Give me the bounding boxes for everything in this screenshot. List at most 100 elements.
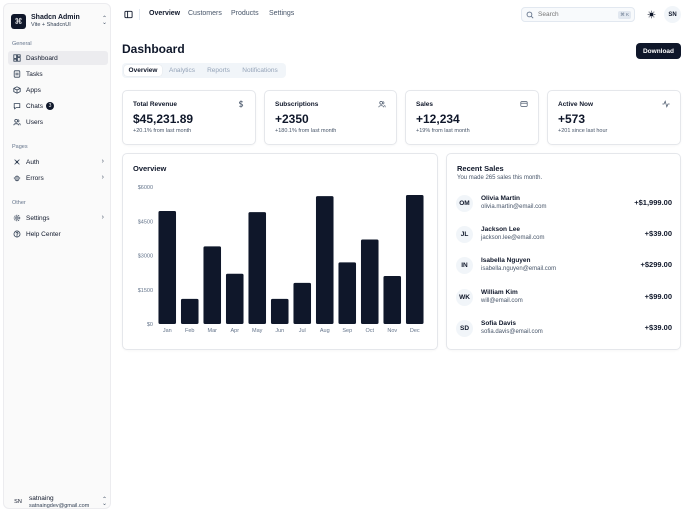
- chart-bar-jun[interactable]: [270, 298, 289, 324]
- help-circle-icon: [13, 230, 21, 238]
- sidebar-item-chats[interactable]: Chats 3: [8, 99, 108, 113]
- stat-value: $45,231.89: [133, 112, 194, 126]
- list-item: WK William Kim will@email.com +$99.00: [456, 287, 672, 307]
- list-todo-icon: [13, 70, 21, 78]
- chevrons-up-down-icon: ⌃ ⌄: [101, 497, 107, 507]
- sidebar-item-help[interactable]: Help Center: [8, 227, 108, 241]
- nav-overview[interactable]: Overview: [149, 10, 181, 17]
- team-switcher[interactable]: ⌘ Shadcn Admin Vite + ShadcnUI ⌃ ⌄: [11, 11, 107, 31]
- chevron-right-icon: ›: [101, 174, 104, 181]
- avatar: OM: [456, 195, 473, 212]
- list-item: SD Sofia Davis sofia.davis@email.com +$3…: [456, 318, 672, 338]
- avatar: JL: [456, 226, 473, 243]
- search-icon: [526, 11, 534, 19]
- user-menu[interactable]: SN satnaing satnaingdev@gmail.com ⌃ ⌄: [11, 492, 107, 512]
- tab-overview[interactable]: Overview: [124, 65, 162, 76]
- y-tick-label: $6000: [138, 185, 153, 191]
- stat-card-subscriptions: Subscriptions +2350 +180.1% from last mo…: [264, 90, 397, 145]
- tab-analytics[interactable]: Analytics: [168, 67, 195, 74]
- nav-customers[interactable]: Customers: [188, 10, 222, 17]
- sidebar-toggle-icon[interactable]: [124, 10, 133, 19]
- recent-sales-subtitle: You made 265 sales this month.: [457, 175, 543, 181]
- sidebar-item-label: Errors: [26, 174, 44, 182]
- stat-change: +180.1% from last month: [275, 128, 337, 134]
- nav-settings[interactable]: Settings: [269, 10, 295, 17]
- sidebar-item-label: Auth: [26, 158, 40, 166]
- sidebar-item-label: Chats: [26, 102, 43, 110]
- x-tick-label: May: [252, 328, 263, 334]
- x-tick-label: Jun: [275, 328, 284, 334]
- user-name: satnaing: [29, 494, 54, 502]
- y-tick-label: $4500: [138, 219, 153, 225]
- sidebar-item-apps[interactable]: Apps: [8, 83, 108, 97]
- sale-email: isabella.nguyen@email.com: [481, 266, 557, 272]
- package-icon: [13, 86, 21, 94]
- chart-bar-jul[interactable]: [293, 282, 312, 324]
- chart-bar-nov[interactable]: [383, 276, 402, 324]
- shield-check-icon: [13, 158, 21, 166]
- y-tick-label: $3000: [138, 254, 153, 260]
- sidebar-item-dashboard[interactable]: Dashboard: [8, 51, 108, 65]
- x-tick-label: Aug: [320, 328, 330, 334]
- divider: [139, 9, 140, 20]
- dashboard-tabs: Overview Analytics Reports Notifications: [122, 63, 286, 78]
- chevrons-up-down-icon: ⌃ ⌄: [101, 16, 107, 26]
- overview-bar-chart: $0 $1500 $3000 $4500 $6000 Jan Feb Mar Apr May Jun…: [138, 185, 424, 334]
- sidebar-item-errors[interactable]: Errors ›: [8, 171, 108, 185]
- nav-products[interactable]: Products: [231, 10, 259, 17]
- stat-change: +201 since last hour: [558, 128, 608, 134]
- x-tick-label: Apr: [230, 328, 239, 334]
- x-tick-label: Feb: [185, 328, 194, 334]
- sun-icon[interactable]: [647, 10, 656, 19]
- tab-notifications[interactable]: Notifications: [242, 67, 278, 74]
- list-item: OM Olivia Martin olivia.martin@email.com…: [456, 193, 672, 213]
- sale-email: sofia.davis@email.com: [481, 329, 543, 335]
- chart-bar-may[interactable]: [248, 212, 267, 324]
- sale-amount: +$1,999.00: [634, 198, 672, 207]
- overview-card: Overview $0 $1500 $3000 $4500 $6000 Jan Feb Mar…: [122, 153, 438, 350]
- chart-title: Overview: [133, 164, 167, 173]
- x-tick-label: Dec: [410, 328, 420, 334]
- sale-name: Olivia Martin: [481, 195, 521, 202]
- sidebar-item-auth[interactable]: Auth ›: [8, 155, 108, 169]
- stat-change: +19% from last month: [416, 128, 470, 134]
- dollar-icon: [237, 100, 245, 108]
- command-icon: ⌘: [11, 13, 26, 29]
- sidebar-item-label: Tasks: [26, 70, 43, 78]
- chart-bar-dec[interactable]: [405, 194, 424, 324]
- chart-bar-apr[interactable]: [225, 273, 244, 324]
- sidebar-item-users[interactable]: Users: [8, 115, 108, 129]
- sidebar-item-label: Settings: [26, 214, 50, 222]
- sidebar-item-settings[interactable]: Settings ›: [8, 211, 108, 225]
- stat-card-revenue: Total Revenue $45,231.89 +20.1% from las…: [122, 90, 256, 145]
- sale-amount: +$99.00: [644, 292, 672, 301]
- tab-reports[interactable]: Reports: [207, 67, 230, 74]
- chart-bar-sep[interactable]: [338, 262, 357, 324]
- chart-bar-feb[interactable]: [180, 298, 199, 324]
- y-tick-label: $1500: [138, 288, 153, 294]
- download-button[interactable]: Download: [636, 43, 681, 59]
- list-item: JL Jackson Lee jackson.lee@email.com +$3…: [456, 224, 672, 244]
- credit-card-icon: [520, 100, 528, 108]
- stat-title: Subscriptions: [275, 101, 319, 108]
- activity-icon: [662, 100, 670, 108]
- sale-email: olivia.martin@email.com: [481, 204, 547, 210]
- sale-name: William Kim: [481, 289, 518, 296]
- chart-bar-aug[interactable]: [315, 196, 334, 324]
- search-box[interactable]: ⌘ K: [521, 7, 635, 22]
- search-input[interactable]: [538, 11, 608, 18]
- profile-avatar[interactable]: SN: [664, 6, 681, 23]
- users-icon: [378, 100, 386, 108]
- sidebar-item-tasks[interactable]: Tasks: [8, 67, 108, 81]
- x-tick-label: Nov: [387, 328, 397, 334]
- chart-bar-oct[interactable]: [360, 239, 379, 324]
- message-icon: [13, 102, 21, 110]
- search-shortcut: ⌘ K: [618, 11, 631, 19]
- x-tick-label: Jan: [163, 328, 172, 334]
- users-icon: [13, 118, 21, 126]
- chart-bar-jan[interactable]: [158, 210, 177, 324]
- chart-bar-mar[interactable]: [203, 246, 222, 324]
- recent-sales-card: Recent Sales You made 265 sales this mon…: [446, 153, 681, 350]
- sale-name: Isabella Nguyen: [481, 257, 531, 264]
- user-email: satnaingdev@gmail.com: [29, 502, 90, 509]
